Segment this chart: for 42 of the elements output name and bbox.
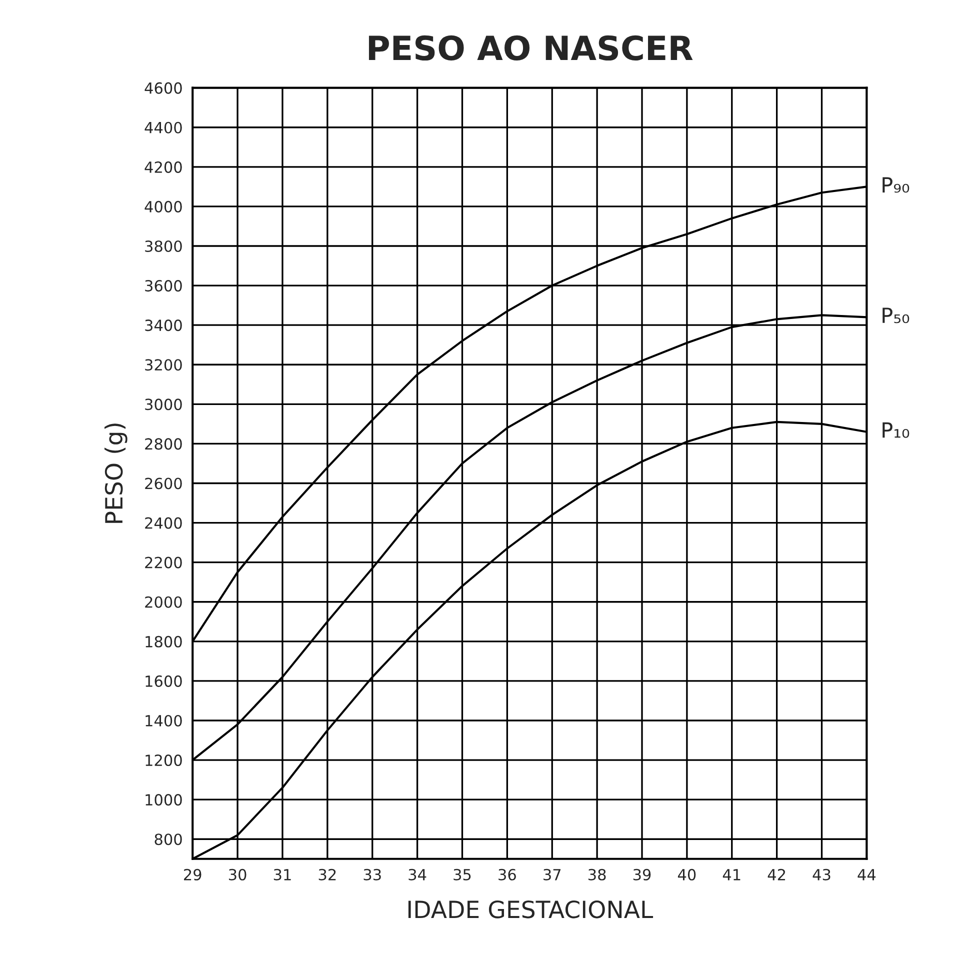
- y-tick-label: 2800: [145, 438, 182, 450]
- x-tick-label: 37: [544, 868, 561, 880]
- y-tick-label: 2200: [145, 556, 182, 568]
- x-tick-label: 36: [498, 868, 516, 880]
- x-tick-label: 33: [364, 868, 381, 880]
- x-tick-label: 34: [408, 868, 426, 880]
- y-tick-label: 2400: [145, 517, 182, 529]
- x-tick-label: 41: [722, 869, 740, 880]
- x-tick-label: 30: [228, 868, 246, 880]
- y-axis-title: PESO (g): [104, 424, 128, 523]
- chart-title: PESO AO NASCER: [368, 35, 693, 61]
- x-tick-label: 43: [812, 868, 830, 880]
- x-axis-title: IDADE GESTACIONAL: [408, 900, 654, 918]
- x-tick-label: 42: [768, 868, 786, 880]
- y-tick-label: 1000: [146, 794, 182, 806]
- series-label: P₅₀: [882, 308, 910, 324]
- x-tick-label: 35: [454, 868, 471, 880]
- y-tick-label: 3600: [145, 280, 182, 292]
- y-tick-label: 800: [154, 834, 182, 846]
- x-tick-label: 31: [274, 868, 291, 880]
- y-tick-label: 4600: [144, 82, 182, 94]
- y-tick-label: 1400: [146, 714, 182, 727]
- x-tick-label: 40: [678, 868, 696, 880]
- y-tick-label: 1200: [146, 754, 182, 766]
- x-tick-label: 29: [184, 868, 202, 880]
- y-tick-label: 4000: [144, 200, 182, 212]
- series-label: P₉₀: [882, 177, 910, 193]
- y-tick-label: 4400: [144, 122, 182, 134]
- x-tick-label: 44: [858, 869, 876, 880]
- y-tick-label: 2600: [145, 478, 182, 490]
- y-tick-label: 3800: [145, 240, 182, 252]
- y-tick-label: 1800: [146, 636, 182, 648]
- y-tick-label: 2000: [145, 596, 182, 608]
- series-label: P₁₀: [882, 422, 910, 438]
- y-tick-label: 3000: [145, 398, 182, 410]
- y-tick-label: 3400: [145, 320, 182, 332]
- y-tick-label: 3200: [145, 359, 182, 371]
- x-tick-label: 39: [633, 868, 651, 880]
- y-tick-label: 1600: [146, 675, 182, 687]
- y-tick-label: 4200: [144, 161, 182, 173]
- x-tick-label: 32: [318, 868, 336, 880]
- x-tick-label: 38: [588, 868, 606, 880]
